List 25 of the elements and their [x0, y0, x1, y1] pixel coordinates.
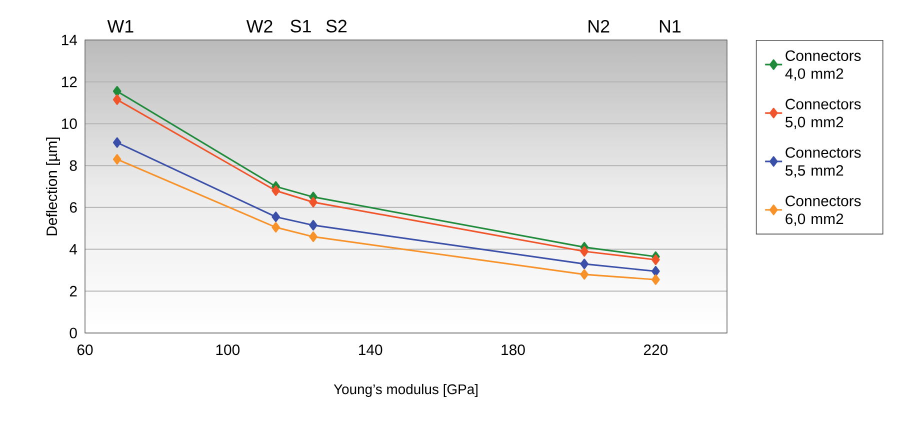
legend-label: Connectors 5,0 mm2	[785, 98, 861, 130]
y-tick-label: 14	[62, 34, 78, 46]
y-tick-label: 12	[62, 76, 77, 88]
text: N1	[660, 20, 681, 32]
text: S2	[326, 20, 347, 32]
y-tick-label: 4	[70, 244, 78, 254]
text: W2	[246, 20, 272, 32]
text: N2	[588, 20, 610, 32]
y-tick-label: 6	[70, 202, 77, 213]
x-tick-label: 60	[77, 344, 93, 356]
x-axis-title: Young’s modulus [GPa]	[334, 384, 478, 397]
y-tick-label: 0	[70, 328, 77, 338]
x-tick-label: 220	[644, 344, 668, 356]
text: S1	[290, 20, 311, 32]
x-tick-label: 140	[359, 344, 382, 356]
text: W1	[107, 20, 134, 32]
y-tick-label: 8	[70, 160, 77, 171]
legend-label: Connectors 5,5 mm2	[785, 147, 861, 178]
x-tick-label: 180	[502, 344, 525, 356]
y-tick-label: 10	[62, 118, 77, 129]
x-tick-label: 100	[216, 344, 240, 356]
y-axis-title: Deflection [µm]	[46, 138, 60, 236]
y-tick-label: 2	[70, 286, 77, 296]
legend-label: Connectors 4,0 mm2	[785, 50, 861, 81]
legend-label: Connectors 6,0 mm2	[786, 196, 861, 226]
